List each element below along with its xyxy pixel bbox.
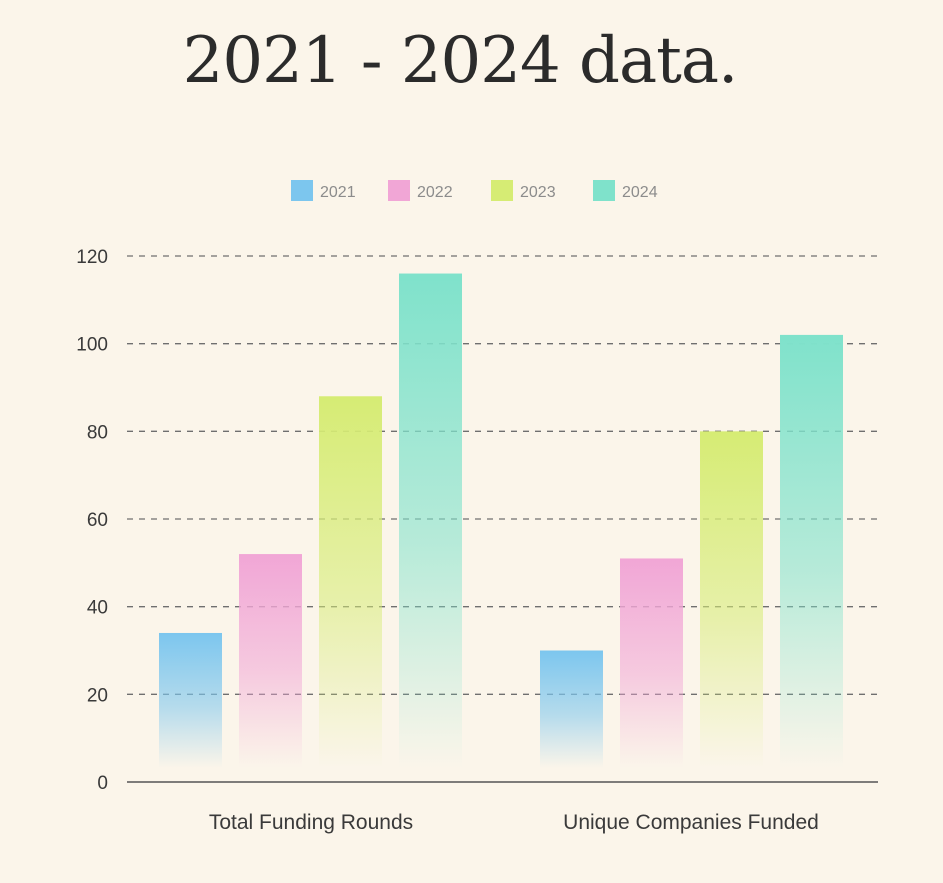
x-category-label: Total Funding Rounds bbox=[209, 811, 413, 834]
bar-2023-unique-companies-funded bbox=[700, 431, 763, 768]
y-tick-label: 20 bbox=[87, 685, 108, 706]
legend-swatch bbox=[593, 180, 615, 201]
bar-2023-total-funding-rounds bbox=[319, 396, 382, 768]
y-tick-label: 40 bbox=[87, 598, 108, 619]
y-tick-label: 60 bbox=[87, 510, 108, 531]
x-axis-categories: Total Funding Rounds Unique Companies Fun… bbox=[209, 811, 819, 834]
legend-label: 2023 bbox=[520, 184, 556, 201]
bars bbox=[159, 273, 843, 768]
bar-2021-unique-companies-funded bbox=[540, 650, 603, 768]
legend-label: 2021 bbox=[320, 184, 356, 201]
x-category-label: Unique Companies Funded bbox=[563, 811, 819, 834]
y-tick-label: 100 bbox=[76, 335, 108, 356]
bar-2024-total-funding-rounds bbox=[399, 273, 462, 768]
bar-2021-total-funding-rounds bbox=[159, 632, 222, 768]
y-tick-label: 80 bbox=[87, 422, 108, 443]
y-tick-label: 0 bbox=[97, 773, 108, 794]
y-tick-label: 120 bbox=[76, 247, 108, 268]
legend-label: 2022 bbox=[417, 184, 453, 201]
bar-2022-unique-companies-funded bbox=[620, 558, 683, 768]
legend: 2021 2022 2023 2024 bbox=[291, 180, 658, 201]
legend-swatch bbox=[291, 180, 313, 201]
legend-label: 2024 bbox=[622, 184, 658, 201]
bar-2024-unique-companies-funded bbox=[780, 334, 843, 768]
y-axis-ticks: 0 20 40 60 80 100 120 bbox=[76, 247, 108, 794]
legend-swatch bbox=[491, 180, 513, 201]
legend-swatch bbox=[388, 180, 410, 201]
bar-2022-total-funding-rounds bbox=[239, 554, 302, 768]
chart-title: 2021 - 2024 data. bbox=[182, 24, 739, 98]
